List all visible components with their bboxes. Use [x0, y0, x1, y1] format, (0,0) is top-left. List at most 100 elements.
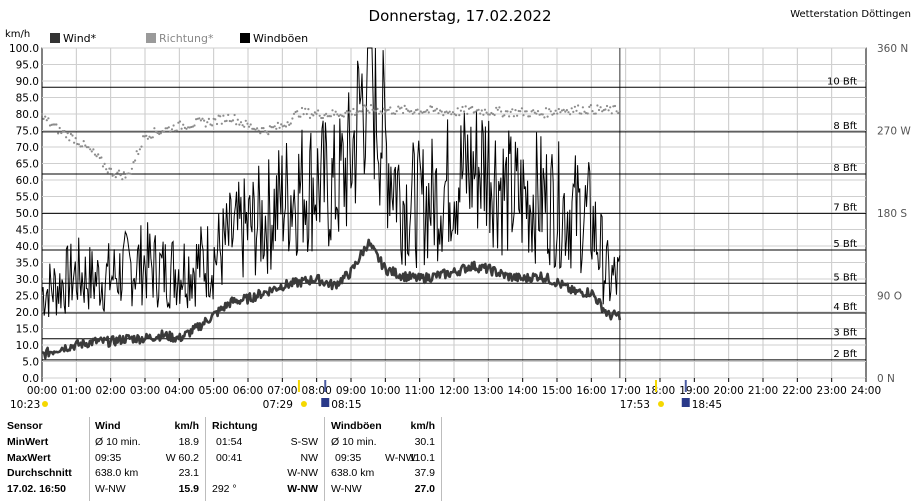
direction-point: [130, 167, 133, 170]
x-tick-label: 00:00: [27, 385, 57, 397]
direction-point: [376, 107, 379, 110]
direction-point: [536, 110, 540, 113]
y-tick-label: 95.0: [16, 60, 39, 72]
direction-point: [597, 108, 601, 112]
direction-point: [82, 140, 85, 143]
direction-point: [577, 104, 580, 107]
direction-point: [450, 113, 453, 116]
y-tick-label: 100.0: [9, 43, 39, 55]
y-tick-label: 10.0: [16, 340, 39, 352]
direction-point: [599, 106, 602, 109]
direction-point: [463, 110, 466, 113]
direction-point: [549, 110, 552, 113]
direction-point: [402, 111, 405, 115]
direction-point: [591, 110, 594, 113]
direction-point: [353, 113, 357, 116]
direction-point: [368, 111, 371, 114]
direction-point: [498, 106, 501, 109]
direction-point: [116, 171, 119, 174]
direction-point: [506, 110, 509, 113]
direction-point: [387, 108, 390, 111]
direction-point: [93, 153, 97, 156]
y2-tick-label: 270 W: [877, 126, 911, 138]
direction-point: [410, 110, 413, 113]
y2-tick-label: 360 N: [877, 43, 908, 55]
direction-point: [336, 113, 339, 116]
direction-point: [286, 121, 289, 124]
direction-point: [512, 115, 516, 118]
direction-point: [395, 110, 398, 113]
direction-point: [85, 146, 88, 149]
direction-point: [150, 136, 153, 139]
direction-point: [464, 105, 467, 108]
direction-point: [292, 112, 296, 115]
stats-divider: [89, 417, 90, 501]
x-tick-label: 03:00: [130, 385, 160, 397]
direction-point: [405, 107, 408, 111]
direction-point: [87, 146, 90, 149]
direction-point: [613, 104, 617, 108]
direction-point: [501, 115, 504, 118]
y2-tick-label: 90 O: [877, 291, 902, 303]
direction-point: [167, 126, 170, 129]
direction-point: [146, 137, 149, 140]
stats-row-label: Durchschnitt: [7, 467, 72, 479]
direction-point: [586, 112, 589, 115]
direction-point: [312, 114, 315, 117]
direction-point: [495, 106, 498, 109]
direction-point: [215, 122, 219, 126]
stats-gust-unit: km/h: [410, 420, 435, 432]
direction-point: [560, 109, 564, 112]
stats-wind-min-value: 18.9: [178, 436, 199, 448]
direction-point: [111, 174, 114, 177]
x-tick-label: 11:00: [405, 385, 435, 397]
direction-point: [451, 111, 454, 114]
direction-point: [199, 119, 202, 122]
direction-point: [520, 107, 524, 110]
direction-point: [236, 118, 239, 121]
direction-point: [552, 112, 556, 115]
direction-point: [365, 105, 368, 108]
x-tick-label: 02:00: [96, 385, 126, 397]
stats-direction-max-value: NW: [300, 451, 319, 464]
direction-point: [485, 111, 488, 114]
direction-point: [594, 112, 597, 115]
y-tick-label: 70.0: [16, 142, 39, 154]
y-tick-label: 80.0: [16, 109, 39, 121]
direction-point: [344, 111, 347, 114]
y-tick-label: 90.0: [16, 76, 39, 88]
direction-point: [557, 107, 560, 111]
direction-point: [442, 114, 445, 117]
direction-point: [230, 120, 233, 123]
stats-direction-min-time: 01:54: [216, 436, 243, 448]
moon-icon: [681, 398, 690, 407]
direction-point: [117, 169, 121, 172]
direction-point: [214, 118, 217, 121]
direction-point: [479, 112, 482, 115]
direction-point: [211, 124, 214, 127]
x-tick-label: 06:00: [233, 385, 263, 397]
direction-point: [193, 124, 196, 127]
direction-point: [504, 110, 507, 113]
beaufort-label: 10 Bft: [827, 76, 857, 87]
direction-point: [248, 125, 251, 128]
direction-point: [342, 115, 345, 118]
direction-point: [138, 148, 141, 151]
direction-point: [267, 133, 270, 136]
direction-point: [360, 110, 363, 113]
stats-direction-avg-value: W-NW: [287, 467, 318, 479]
direction-point: [169, 130, 172, 133]
direction-point: [310, 113, 313, 116]
direction-point: [352, 107, 355, 111]
stats-row-label: 17.02. 16:50: [7, 482, 66, 495]
direction-point: [241, 124, 244, 127]
direction-point: [265, 131, 268, 134]
y-tick-label: 0.0: [22, 373, 39, 385]
direction-point: [317, 109, 320, 112]
y-tick-label: 45.0: [16, 225, 39, 237]
direction-point: [416, 108, 419, 111]
direction-point: [272, 126, 275, 129]
direction-point: [527, 115, 530, 118]
direction-point: [278, 126, 281, 129]
direction-point: [458, 114, 461, 117]
